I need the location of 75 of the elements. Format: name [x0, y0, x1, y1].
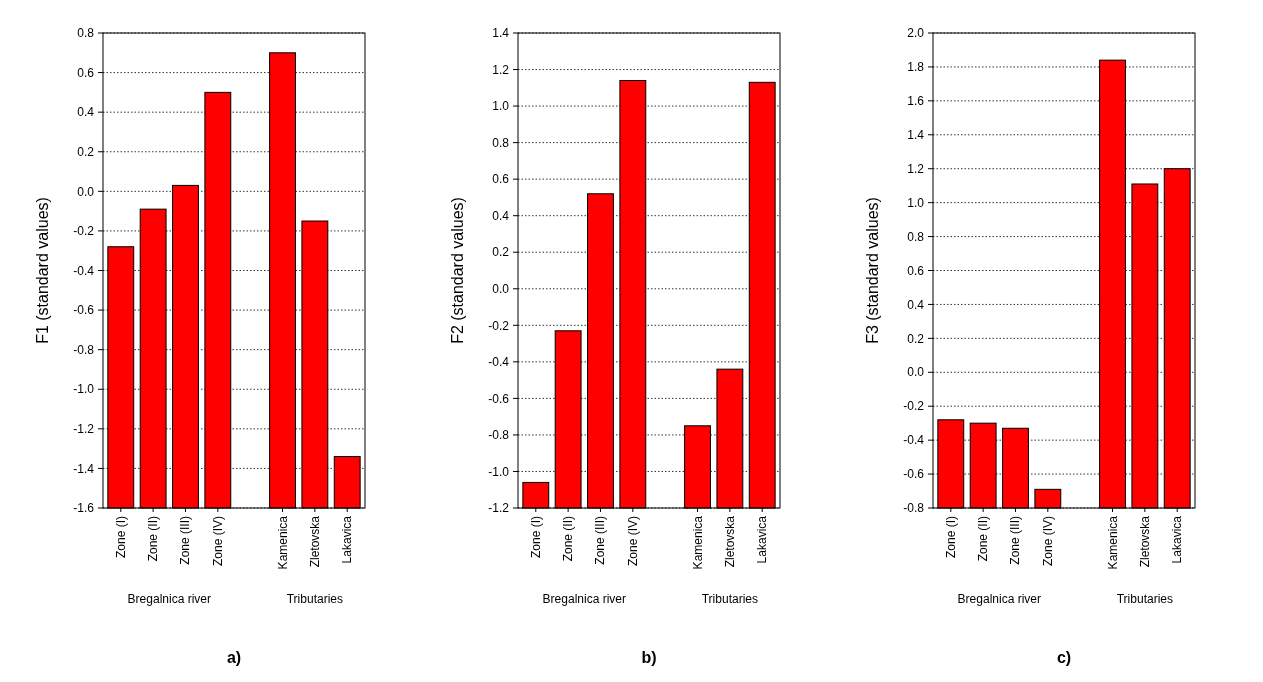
y-axis-title: F1 (standard values)	[34, 197, 51, 344]
y-tick-label: -0.8	[903, 501, 925, 516]
y-tick-label: 1.8	[907, 60, 925, 75]
x-tick-label: Kamenica	[1105, 515, 1120, 570]
y-tick-label: -0.4	[903, 433, 925, 448]
x-tick-label: Zletovska	[722, 515, 737, 568]
y-tick-label: 0.8	[77, 26, 95, 41]
text: Tributaries	[701, 592, 758, 606]
x-tick-label: Kamenica	[690, 515, 705, 570]
text: Bregalnica river	[957, 592, 1041, 606]
text: c)	[1056, 649, 1072, 666]
x-tick-label: Zletovska	[1137, 515, 1152, 568]
y-tick-label: 1.0	[492, 99, 510, 114]
y-tick-label: 0.8	[907, 229, 925, 244]
y-tick-label: -1.0	[488, 464, 510, 479]
x-tick-label: Lakavica	[755, 515, 770, 564]
x-tick-label: Zone (III)	[593, 516, 608, 565]
y-tick-label: 0.0	[77, 184, 95, 199]
text: Bregalnica river	[127, 592, 211, 606]
y-tick-label: -0.6	[488, 391, 510, 406]
y-tick-label: -1.6	[73, 501, 95, 516]
y-tick-label: 1.0	[907, 195, 925, 210]
y-tick-label: -1.4	[73, 461, 95, 476]
x-tick-label: Kamenica	[275, 515, 290, 570]
y-tick-label: 0.0	[907, 365, 925, 380]
x-tick-label: Zone (IV)	[1040, 516, 1055, 567]
x-tick-label: Zone (II)	[146, 516, 161, 562]
y-tick-label: 1.6	[907, 94, 925, 109]
x-tick-label: Zone (IV)	[210, 516, 225, 567]
y-tick-label: 0.4	[77, 105, 95, 120]
y-tick-label: 1.4	[907, 127, 925, 142]
y-axis-title: F2 (standard values)	[449, 197, 466, 344]
y-tick-label: -0.2	[903, 399, 925, 414]
y-tick-label: -0.2	[488, 318, 510, 333]
y-tick-label: 0.0	[492, 281, 510, 296]
y-tick-label: 0.2	[492, 245, 510, 260]
y-tick-label: 0.2	[77, 144, 95, 159]
x-tick-label: Zone (I)	[943, 516, 958, 559]
x-tick-label: Zone (I)	[113, 516, 128, 559]
y-tick-label: 1.2	[907, 161, 925, 176]
y-tick-label: 1.2	[492, 62, 510, 77]
y-tick-label: -0.6	[73, 303, 95, 318]
x-tick-label: Zone (I)	[528, 516, 543, 559]
y-tick-label: -0.2	[73, 224, 95, 239]
y-tick-label: -1.0	[73, 382, 95, 397]
y-tick-label: -0.6	[903, 467, 925, 482]
x-tick-label: Zone (II)	[976, 516, 991, 562]
x-tick-label: Lakavica	[1170, 515, 1185, 564]
y-tick-label: 0.4	[907, 297, 925, 312]
y-tick-label: -0.8	[73, 342, 95, 357]
y-tick-label: -1.2	[488, 501, 510, 516]
y-tick-label: 0.6	[492, 172, 510, 187]
y-tick-label: 1.4	[492, 26, 510, 41]
text: b)	[641, 649, 657, 666]
x-tick-label: Zone (III)	[1008, 516, 1023, 565]
y-tick-label: 0.6	[907, 263, 925, 278]
text: Tributaries	[1116, 592, 1173, 606]
y-tick-label: -0.8	[488, 428, 510, 443]
x-tick-label: Zone (IV)	[625, 516, 640, 567]
y-axis-title: F3 (standard values)	[864, 197, 881, 344]
text: Tributaries	[286, 592, 343, 606]
y-tick-label: -1.2	[73, 422, 95, 437]
y-tick-label: -0.4	[73, 263, 95, 278]
text: a)	[226, 649, 242, 666]
y-tick-label: -0.4	[488, 355, 510, 370]
y-tick-label: 2.0	[907, 26, 925, 41]
text: Bregalnica river	[542, 592, 626, 606]
y-tick-label: 0.8	[492, 135, 510, 150]
x-tick-label: Zone (III)	[178, 516, 193, 565]
x-tick-label: Lakavica	[340, 515, 355, 564]
y-tick-label: 0.2	[907, 331, 925, 346]
y-tick-label: 0.4	[492, 208, 510, 223]
y-tick-label: 0.6	[77, 65, 95, 80]
x-tick-label: Zletovska	[307, 515, 322, 568]
x-tick-label: Zone (II)	[561, 516, 576, 562]
